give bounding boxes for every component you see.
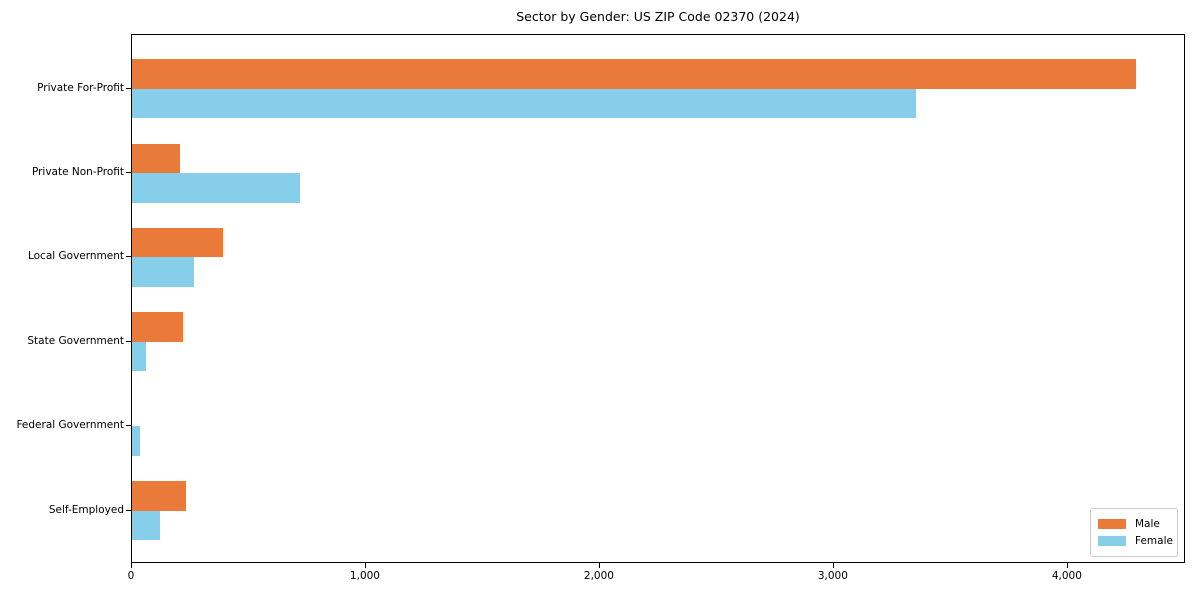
x-tick-mark bbox=[1066, 563, 1068, 568]
bar-male-6 bbox=[132, 481, 186, 511]
y-tick-label: Local Government bbox=[27, 250, 124, 263]
y-tick-label: Federal Government bbox=[16, 419, 124, 432]
male-series-swatch bbox=[1098, 518, 1126, 529]
y-tick-label: Private For-Profit bbox=[37, 81, 124, 94]
y-tick-mark bbox=[126, 340, 131, 342]
bar-female-1 bbox=[132, 88, 916, 119]
x-tick-label: 0 bbox=[127, 570, 135, 582]
legend-item-female: Female bbox=[1098, 535, 1173, 548]
x-tick-mark bbox=[364, 563, 366, 568]
bar-female-4 bbox=[132, 341, 147, 372]
x-tick-mark bbox=[832, 563, 834, 568]
x-tick-mark bbox=[598, 563, 600, 568]
y-tick-label: State Government bbox=[27, 334, 124, 347]
x-tick-label: 1,000 bbox=[349, 570, 380, 582]
bar-female-2 bbox=[132, 173, 301, 203]
y-tick-mark bbox=[126, 425, 131, 427]
x-tick-label: 3,000 bbox=[817, 570, 848, 582]
y-tick-label: Self-Employed bbox=[48, 503, 124, 516]
legend-label-male: Male bbox=[1135, 517, 1160, 530]
y-tick-mark bbox=[126, 87, 131, 89]
bar-male-1 bbox=[132, 59, 1136, 89]
bar-female-5 bbox=[132, 426, 141, 456]
bar-female-3 bbox=[132, 257, 194, 287]
bar-female-6 bbox=[132, 510, 161, 541]
chart-title: Sector by Gender: US ZIP Code 02370 (202… bbox=[516, 9, 800, 24]
legend: Male Female bbox=[1090, 508, 1178, 557]
x-tick-label: 4,000 bbox=[1051, 570, 1082, 582]
bar-male-3 bbox=[132, 227, 224, 258]
female-series-swatch bbox=[1098, 536, 1126, 547]
plot-area bbox=[131, 34, 1185, 563]
bar-male-2 bbox=[132, 143, 180, 173]
legend-item-male: Male bbox=[1098, 518, 1170, 530]
y-tick-mark bbox=[126, 509, 131, 511]
x-tick-label: 2,000 bbox=[583, 570, 614, 582]
bar-male-4 bbox=[132, 312, 184, 342]
y-tick-label: Private Non-Profit bbox=[31, 166, 124, 178]
y-tick-mark bbox=[126, 172, 131, 173]
legend-label-female: Female bbox=[1135, 535, 1173, 548]
x-tick-mark bbox=[131, 563, 132, 568]
y-tick-mark bbox=[126, 256, 131, 258]
